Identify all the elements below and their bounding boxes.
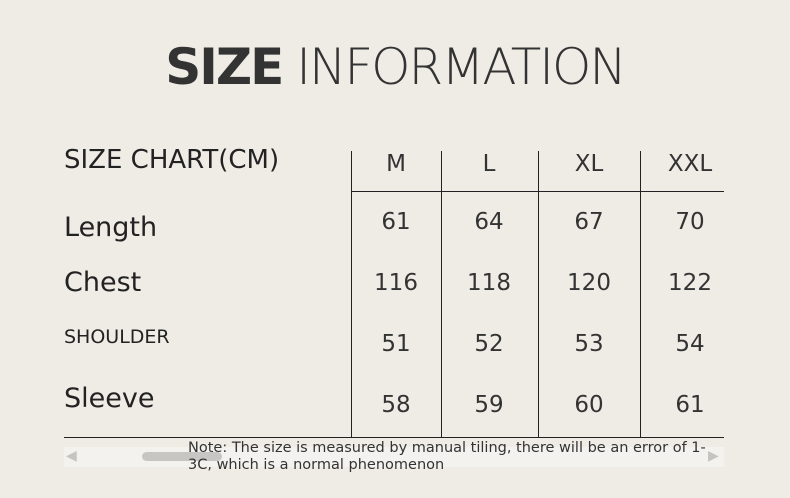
divider: [640, 151, 641, 437]
table-header-label: SIZE CHART(CM): [64, 145, 280, 175]
size-note: Note: The size is measured by manual til…: [188, 440, 706, 473]
bottom-divider: [64, 437, 724, 438]
table-cell: 61: [381, 209, 411, 235]
title-bold: SIZE: [165, 38, 284, 96]
size-header: XL: [574, 151, 604, 177]
table-cell: 52: [474, 331, 504, 357]
table-cell: 54: [675, 331, 705, 357]
row-label: Chest: [64, 267, 142, 298]
size-header: XXL: [667, 151, 713, 177]
table-cell: 120: [567, 270, 611, 296]
size-header: L: [482, 151, 496, 177]
divider: [538, 151, 539, 437]
table-cell: 59: [474, 392, 504, 418]
row-label: Length: [64, 212, 158, 243]
scrollbar-thumb[interactable]: [142, 452, 222, 461]
table-cell: 64: [474, 209, 504, 235]
page-title: SIZE INFORMATION: [0, 38, 790, 96]
arrow-right-icon[interactable]: ▶: [708, 448, 719, 464]
table-cell: 116: [374, 270, 418, 296]
title-light: INFORMATION: [296, 38, 627, 96]
table-cell: 53: [574, 331, 604, 357]
table-cell: 122: [668, 270, 712, 296]
arrow-left-icon[interactable]: ◀: [66, 448, 77, 464]
table-cell: 58: [381, 392, 411, 418]
header-divider: [351, 191, 724, 192]
table-cell: 118: [467, 270, 511, 296]
scrollbar-track[interactable]: [64, 447, 724, 467]
table-cell: 60: [574, 392, 604, 418]
divider: [351, 151, 352, 437]
row-label: Sleeve: [64, 383, 155, 414]
table-cell: 67: [574, 209, 604, 235]
table-cell: 51: [381, 331, 411, 357]
table-cell: 61: [675, 392, 705, 418]
table-cell: 70: [675, 209, 705, 235]
divider: [441, 151, 442, 437]
size-header: M: [386, 151, 406, 177]
row-label: SHOULDER: [64, 326, 170, 348]
